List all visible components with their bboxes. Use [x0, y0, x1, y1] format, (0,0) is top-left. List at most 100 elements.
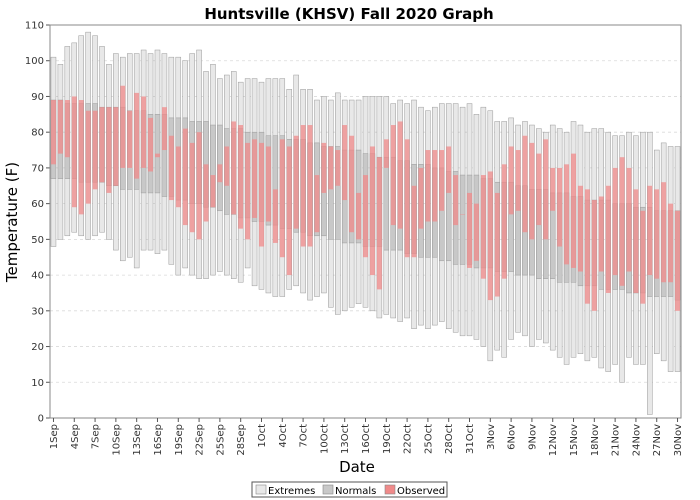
legend-label-normals: Normals	[335, 486, 376, 497]
observed-bar	[210, 175, 216, 208]
observed-bar	[425, 150, 431, 222]
observed-bar	[196, 132, 202, 240]
observed-bar	[487, 171, 493, 301]
observed-bar	[480, 175, 486, 279]
x-tick-label: 30Nov	[673, 424, 684, 456]
x-tick-label: 21Nov	[611, 424, 622, 456]
observed-bar	[265, 146, 271, 222]
observed-bar	[376, 157, 382, 290]
observed-bar	[508, 146, 514, 215]
observed-bar	[113, 107, 119, 186]
observed-bar	[550, 167, 556, 211]
observed-bar	[64, 100, 70, 158]
observed-bar	[383, 139, 389, 168]
normals-bar	[383, 156, 390, 251]
y-tick-label: 110	[25, 21, 44, 32]
x-tick-label: 27Nov	[652, 424, 663, 456]
observed-bar	[397, 121, 403, 229]
observed-bar	[460, 214, 466, 215]
observed-bar	[626, 167, 632, 272]
observed-bar	[529, 142, 535, 240]
legend-label-observed: Observed	[397, 486, 445, 497]
x-tick-label: 25Sep	[215, 424, 226, 456]
axis-layer: 0 10 20 30 40 50 60 70 80 90 100 110 1Sep 4Sep 7Sep 10S…	[25, 21, 684, 457]
y-tick-label: 70	[31, 163, 44, 174]
y-tick-label: 60	[31, 199, 44, 210]
observed-bar	[598, 196, 604, 272]
observed-bar	[522, 135, 528, 233]
observed-bar	[286, 146, 292, 276]
legend: Extremes Normals Observed	[251, 481, 448, 498]
observed-bar	[411, 185, 417, 258]
observed-bar	[50, 100, 56, 165]
observed-bar	[189, 142, 195, 233]
observed-bar	[536, 153, 542, 226]
observed-bar	[224, 146, 230, 186]
observed-bar	[668, 203, 674, 283]
observed-bar	[252, 139, 258, 218]
x-tick-label: 9Nov	[527, 424, 538, 450]
y-tick-label: 80	[31, 128, 44, 139]
y-tick-label: 50	[31, 235, 44, 246]
y-tick-label: 30	[31, 306, 44, 317]
observed-bar	[446, 146, 452, 193]
observed-bar	[349, 135, 355, 233]
observed-bar	[85, 110, 91, 204]
observed-bar	[293, 135, 299, 229]
x-tick-label: 16Oct	[361, 424, 372, 454]
x-tick-label: 6Nov	[507, 424, 518, 450]
observed-bar	[557, 167, 563, 247]
observed-bar	[363, 175, 368, 258]
observed-bar	[217, 164, 223, 183]
observed-bar	[78, 100, 84, 215]
observed-bar	[640, 210, 646, 304]
x-tick-label: 1Sep	[49, 424, 60, 449]
x-tick-label: 7Sep	[91, 424, 102, 449]
x-tick-label: 18Nov	[590, 424, 601, 456]
x-tick-label: 10Sep	[111, 424, 122, 456]
observed-bar	[467, 192, 473, 268]
x-tick-label: 13Sep	[132, 424, 143, 456]
observed-bar	[654, 189, 660, 279]
x-tick-label: 19Oct	[382, 424, 393, 454]
legend-swatch-extremes	[255, 484, 267, 495]
observed-bar	[432, 150, 438, 222]
observed-bar	[92, 110, 98, 190]
legend-swatch-normals	[322, 484, 334, 495]
x-tick-label: 22Oct	[403, 424, 414, 454]
observed-bar	[647, 185, 653, 276]
observed-bar	[321, 142, 327, 193]
observed-bar	[71, 96, 77, 208]
observed-bar	[591, 200, 597, 311]
x-tick-label: 7Oct	[299, 424, 310, 448]
y-tick-label: 10	[31, 378, 44, 389]
observed-bar	[175, 146, 181, 208]
observed-bar	[258, 142, 264, 247]
observed-bar	[307, 125, 313, 247]
x-tick-label: 19Sep	[174, 424, 185, 456]
observed-bar	[57, 100, 63, 154]
y-tick-label: 0	[38, 414, 44, 425]
observed-bar	[661, 182, 667, 283]
observed-bar	[418, 167, 424, 229]
observed-bar	[120, 85, 126, 168]
observed-bar	[619, 157, 625, 286]
observed-bar	[342, 125, 348, 201]
observed-bar	[473, 203, 479, 261]
y-axis-title: Temperature (F)	[3, 162, 21, 283]
observed-bar	[127, 110, 133, 168]
x-tick-label: 28Oct	[444, 424, 455, 454]
observed-bar	[328, 146, 334, 190]
observed-bar	[161, 107, 167, 151]
observed-bar	[675, 210, 681, 311]
x-tick-label: 13Oct	[340, 424, 351, 454]
chart-title: Huntsville (KHSV) Fall 2020 Graph	[204, 5, 493, 23]
observed-bar	[369, 146, 375, 276]
observed-bar	[543, 139, 549, 240]
x-tick-label: 28Sep	[236, 424, 247, 456]
observed-bar	[515, 150, 521, 211]
observed-bar	[571, 153, 577, 268]
observed-bar	[356, 192, 362, 240]
